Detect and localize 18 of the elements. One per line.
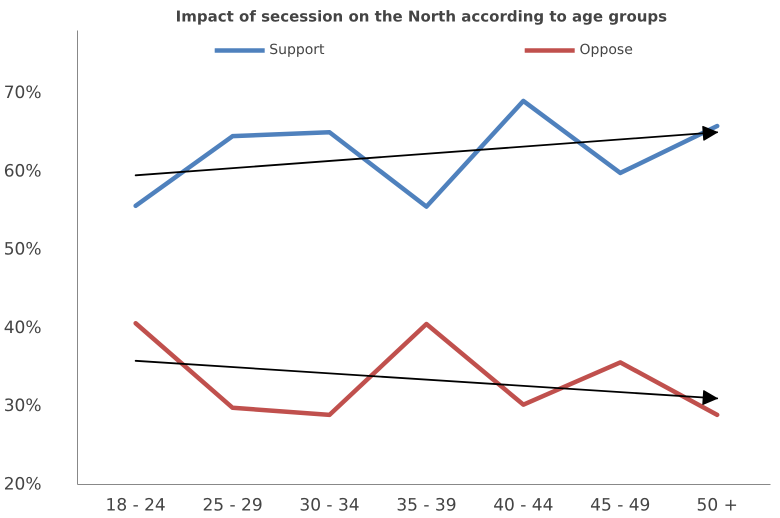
legend-label: Oppose [580,42,633,58]
line-series [133,321,720,418]
chart-title: Impact of secession on the North according to age groups [176,8,668,26]
y-tick-label: 60% [4,161,42,182]
x-tick-label: 35 - 39 [396,496,457,516]
line-series [133,98,720,209]
y-tick-label: 70% [4,83,42,104]
y-tick-label: 50% [4,240,42,260]
y-tick-label: 20% [4,474,42,494]
x-tick-label: 50 + [696,496,738,516]
x-tick-label: 40 - 44 [493,496,554,516]
x-tick-label: 45 - 49 [590,496,650,516]
legend-label: Support [269,42,325,58]
x-tick-label: 30 - 34 [299,496,360,516]
y-tick-label: 30% [4,396,42,416]
x-tick-label: 18 - 24 [106,496,166,516]
y-tick-label: 40% [4,318,42,338]
x-tick-label: 25 - 29 [202,496,263,516]
